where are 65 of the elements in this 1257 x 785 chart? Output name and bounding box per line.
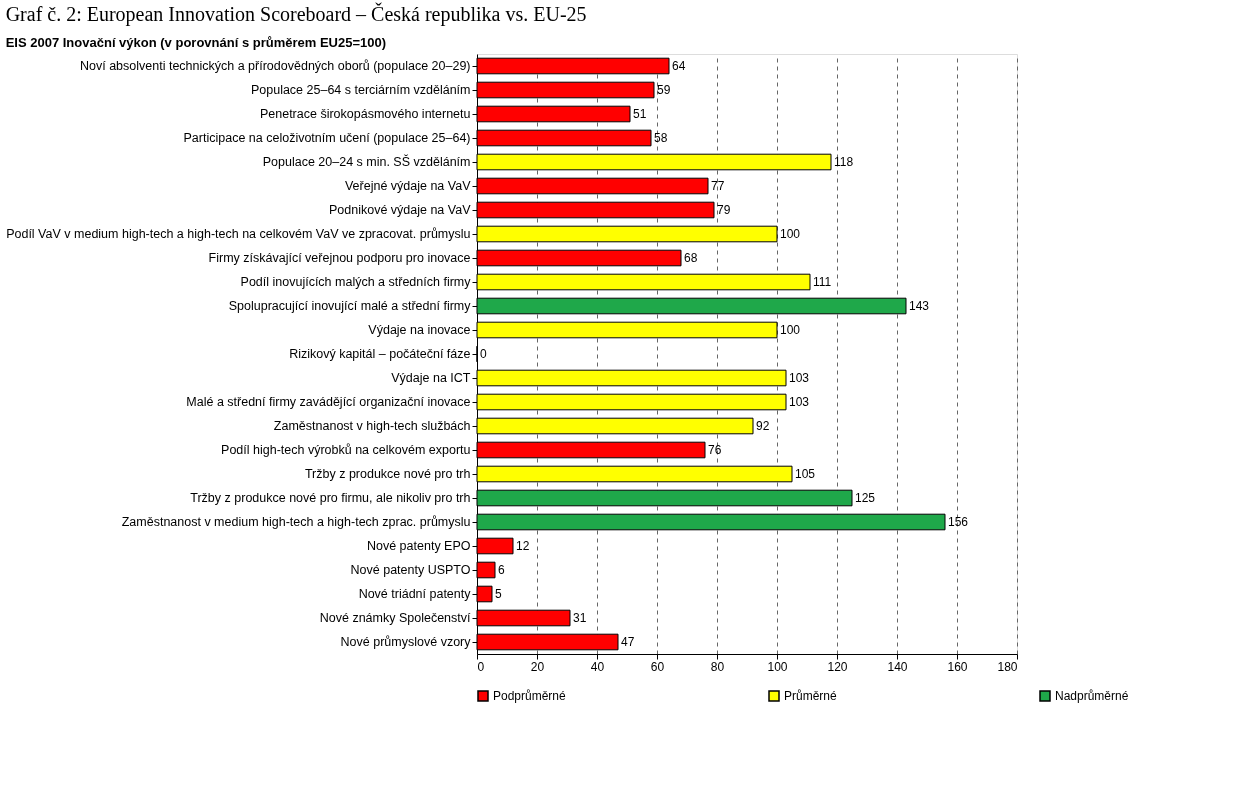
data-label: 68 <box>684 251 698 265</box>
x-tick-label: 0 <box>477 659 485 674</box>
y-tick-label: Nové známky Společenství <box>319 611 472 625</box>
y-tick-label: Podnikové výdaje na VaV <box>328 203 472 217</box>
data-label: 51 <box>633 107 647 121</box>
data-label: 143 <box>909 299 930 313</box>
y-tick-label: Penetrace širokopásmového internetu <box>259 107 471 121</box>
y-tick-label: Rizikový kapitál – počáteční fáze <box>289 347 471 361</box>
data-label: 5 <box>495 587 502 601</box>
y-tick-label: Populace 20–24 s min. SŠ vzděláním <box>262 154 471 169</box>
legend-label: Průměrné <box>784 689 838 703</box>
y-tick-label: Nové průmyslové vzory <box>340 635 472 649</box>
x-tick-label: 40 <box>590 659 605 674</box>
y-tick-label: Firmy získávající veřejnou podporu pro inovace <box>208 251 471 265</box>
y-tick-label: Nové patenty EPO <box>366 539 471 553</box>
y-tick-label: Populace 25–64 s terciárním vzděláním <box>250 83 471 97</box>
data-label: 12 <box>516 539 530 553</box>
x-tick-label: 60 <box>650 659 665 674</box>
data-label: 79 <box>717 203 731 217</box>
data-label: 6 <box>498 563 505 577</box>
data-label: 58 <box>654 131 668 145</box>
y-tick-label: Nové triádní patenty <box>358 587 472 601</box>
y-tick-label: Výdaje na inovace <box>368 323 471 337</box>
data-label: 100 <box>780 323 801 337</box>
data-label: 125 <box>855 491 876 505</box>
x-tick-label: 140 <box>887 659 908 674</box>
y-tick-label: Zaměstnanost v high-tech službách <box>273 419 471 433</box>
data-label: 76 <box>708 443 722 457</box>
x-tick-label: 100 <box>767 659 788 674</box>
y-tick-label: Tržby z produkce nové pro firmu, ale nikoliv pro trh <box>190 491 471 505</box>
x-tick-label: 80 <box>710 659 725 674</box>
data-label: 31 <box>573 611 587 625</box>
data-label: 105 <box>795 467 816 481</box>
data-label: 77 <box>711 179 725 193</box>
y-tick-label: Participace na celoživotním učení (populace 25–64) <box>183 131 471 145</box>
data-label: 103 <box>789 395 810 409</box>
y-tick-label: Tržby z produkce nové pro trh <box>304 467 471 481</box>
y-tick-label: Podíl high-tech výrobků na celkovém exportu <box>221 443 471 457</box>
data-label: 100 <box>780 227 801 241</box>
x-tick-label: 160 <box>947 659 968 674</box>
legend-label: Podprůměrné <box>493 689 567 703</box>
data-label: 0 <box>480 347 487 361</box>
y-tick-label: Zaměstnanost v medium high-tech a high-tech zprac. průmyslu <box>121 515 471 529</box>
y-tick-label: Noví absolventi technických a přírodovědných oborů (populace 20–29) <box>79 59 471 73</box>
y-tick-label: Výdaje na ICT <box>391 371 471 385</box>
text: Graf č. 2: European Innovation Scoreboard – Česká republika vs. EU-25 <box>5 2 587 26</box>
data-label: 118 <box>834 155 854 169</box>
y-tick-label: Nové patenty USPTO <box>350 563 471 577</box>
data-label: 92 <box>756 419 770 433</box>
y-tick-label: Podíl inovujících malých a středních firmy <box>240 275 472 289</box>
data-label: 156 <box>948 515 969 529</box>
data-label: 59 <box>657 83 671 97</box>
data-label: 103 <box>789 371 810 385</box>
y-tick-label: Spolupracující inovující malé a střední firmy <box>228 299 472 313</box>
text: EIS 2007 Inovační výkon (v porovnání s průměrem EU25=100) <box>5 35 387 50</box>
y-tick-label: Veřejné výdaje na VaV <box>344 179 472 193</box>
data-label: 47 <box>621 635 635 649</box>
y-tick-label: Malé a střední firmy zavádějící organizační inovace <box>186 395 471 409</box>
x-tick-label: 20 <box>530 659 545 674</box>
x-tick-label: 120 <box>827 659 848 674</box>
data-label: 111 <box>813 275 832 289</box>
data-label: 64 <box>672 59 686 73</box>
y-tick-label: Podíl VaV v medium high-tech a high-tech na celkovém VaV ve zpracovat. průmyslu <box>6 227 471 241</box>
x-tick-label: 180 <box>997 659 1018 674</box>
legend-label: Nadprůměrné <box>1055 689 1129 703</box>
